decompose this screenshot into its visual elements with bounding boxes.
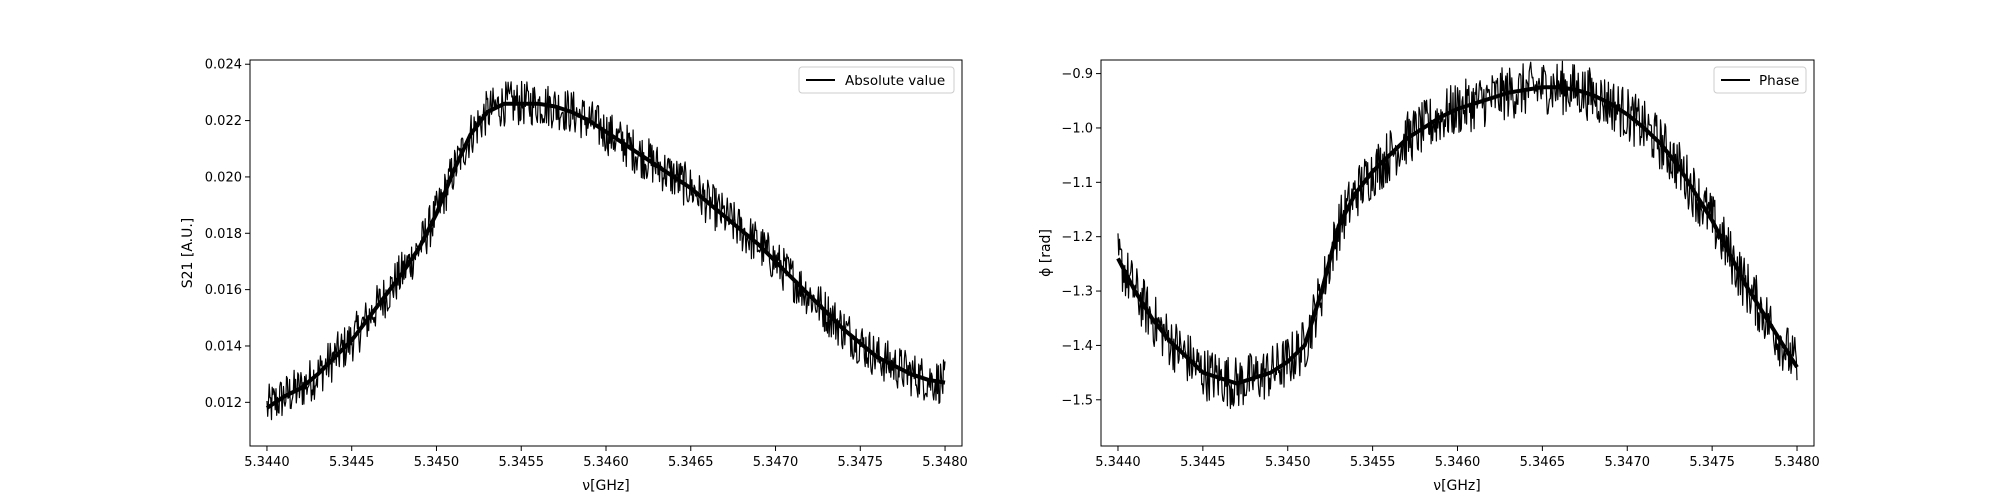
y-tick-label: −1.1 (1061, 176, 1093, 191)
y-tick-label: −1.5 (1061, 393, 1093, 408)
y-tick-label: 0.014 (205, 339, 242, 354)
chart-phase: 5.3440 5.3445 5.3450 5.3455 5.3460 5.3465 5.34… (1038, 59, 1820, 494)
x-tick-label: 5.3465 (1520, 455, 1566, 470)
x-tick-label: 5.3450 (414, 455, 460, 470)
y-axis-ticks: −1.5 −1.4 −1.3 −1.2 −1.1 −1.0 −0.9 (1061, 67, 1101, 408)
y-tick-label: 0.016 (205, 283, 242, 298)
x-tick-label: 5.3480 (1774, 455, 1820, 470)
y-axis-label: ϕ [rad] (1038, 229, 1054, 277)
x-tick-label: 5.3455 (498, 455, 544, 470)
x-axis-label: ν[GHz] (582, 478, 629, 494)
x-tick-label: 5.3460 (1435, 455, 1481, 470)
y-tick-label: −1.3 (1061, 285, 1093, 300)
x-tick-label: 5.3440 (244, 455, 290, 470)
chart-absolute-value: 5.3440 5.3445 5.3450 5.3455 5.3460 5.3465 5.34… (180, 58, 968, 494)
legend-box (798, 66, 955, 94)
y-tick-label: 0.024 (205, 58, 242, 73)
x-tick-label: 5.3445 (329, 455, 375, 470)
x-axis-label: ν[GHz] (1433, 478, 1480, 494)
x-tick-label: 5.3470 (753, 455, 799, 470)
legend: Phase (1713, 66, 1807, 94)
y-tick-label: 0.020 (205, 170, 242, 185)
series-lines (265, 80, 946, 421)
y-tick-label: −1.0 (1061, 121, 1093, 136)
x-tick-label: 5.3440 (1095, 455, 1141, 470)
x-tick-label: 5.3480 (922, 455, 968, 470)
y-tick-label: 0.012 (205, 396, 242, 411)
y-tick-label: −1.2 (1061, 230, 1093, 245)
y-axis-label: S21 [A.U.] (180, 218, 196, 289)
series-lines (1116, 60, 1799, 410)
y-axis-ticks: 0.012 0.014 0.016 0.018 0.020 0.022 0.024 (205, 58, 250, 411)
x-tick-label: 5.3475 (1689, 455, 1735, 470)
legend-box (1713, 66, 1807, 94)
series-noise-trace (266, 80, 946, 421)
y-tick-label: 0.018 (205, 227, 242, 242)
x-axis-ticks: 5.3440 5.3445 5.3450 5.3455 5.3460 5.3465 5.34… (1095, 446, 1820, 470)
x-tick-label: 5.3475 (838, 455, 884, 470)
legend-label: Absolute value (845, 73, 945, 89)
series-noise-trace (1117, 60, 1798, 410)
legend: Absolute value (798, 66, 955, 94)
x-axis-ticks: 5.3440 5.3445 5.3450 5.3455 5.3460 5.3465 5.34… (244, 446, 968, 470)
legend-label: Phase (1759, 73, 1799, 89)
x-tick-label: 5.3450 (1265, 455, 1311, 470)
y-tick-label: −1.4 (1061, 339, 1093, 354)
x-tick-label: 5.3445 (1180, 455, 1226, 470)
x-tick-label: 5.3470 (1605, 455, 1651, 470)
y-tick-label: −0.9 (1061, 67, 1093, 82)
x-tick-label: 5.3465 (668, 455, 714, 470)
x-tick-label: 5.3455 (1350, 455, 1396, 470)
y-tick-label: 0.022 (205, 114, 242, 129)
x-tick-label: 5.3460 (583, 455, 629, 470)
